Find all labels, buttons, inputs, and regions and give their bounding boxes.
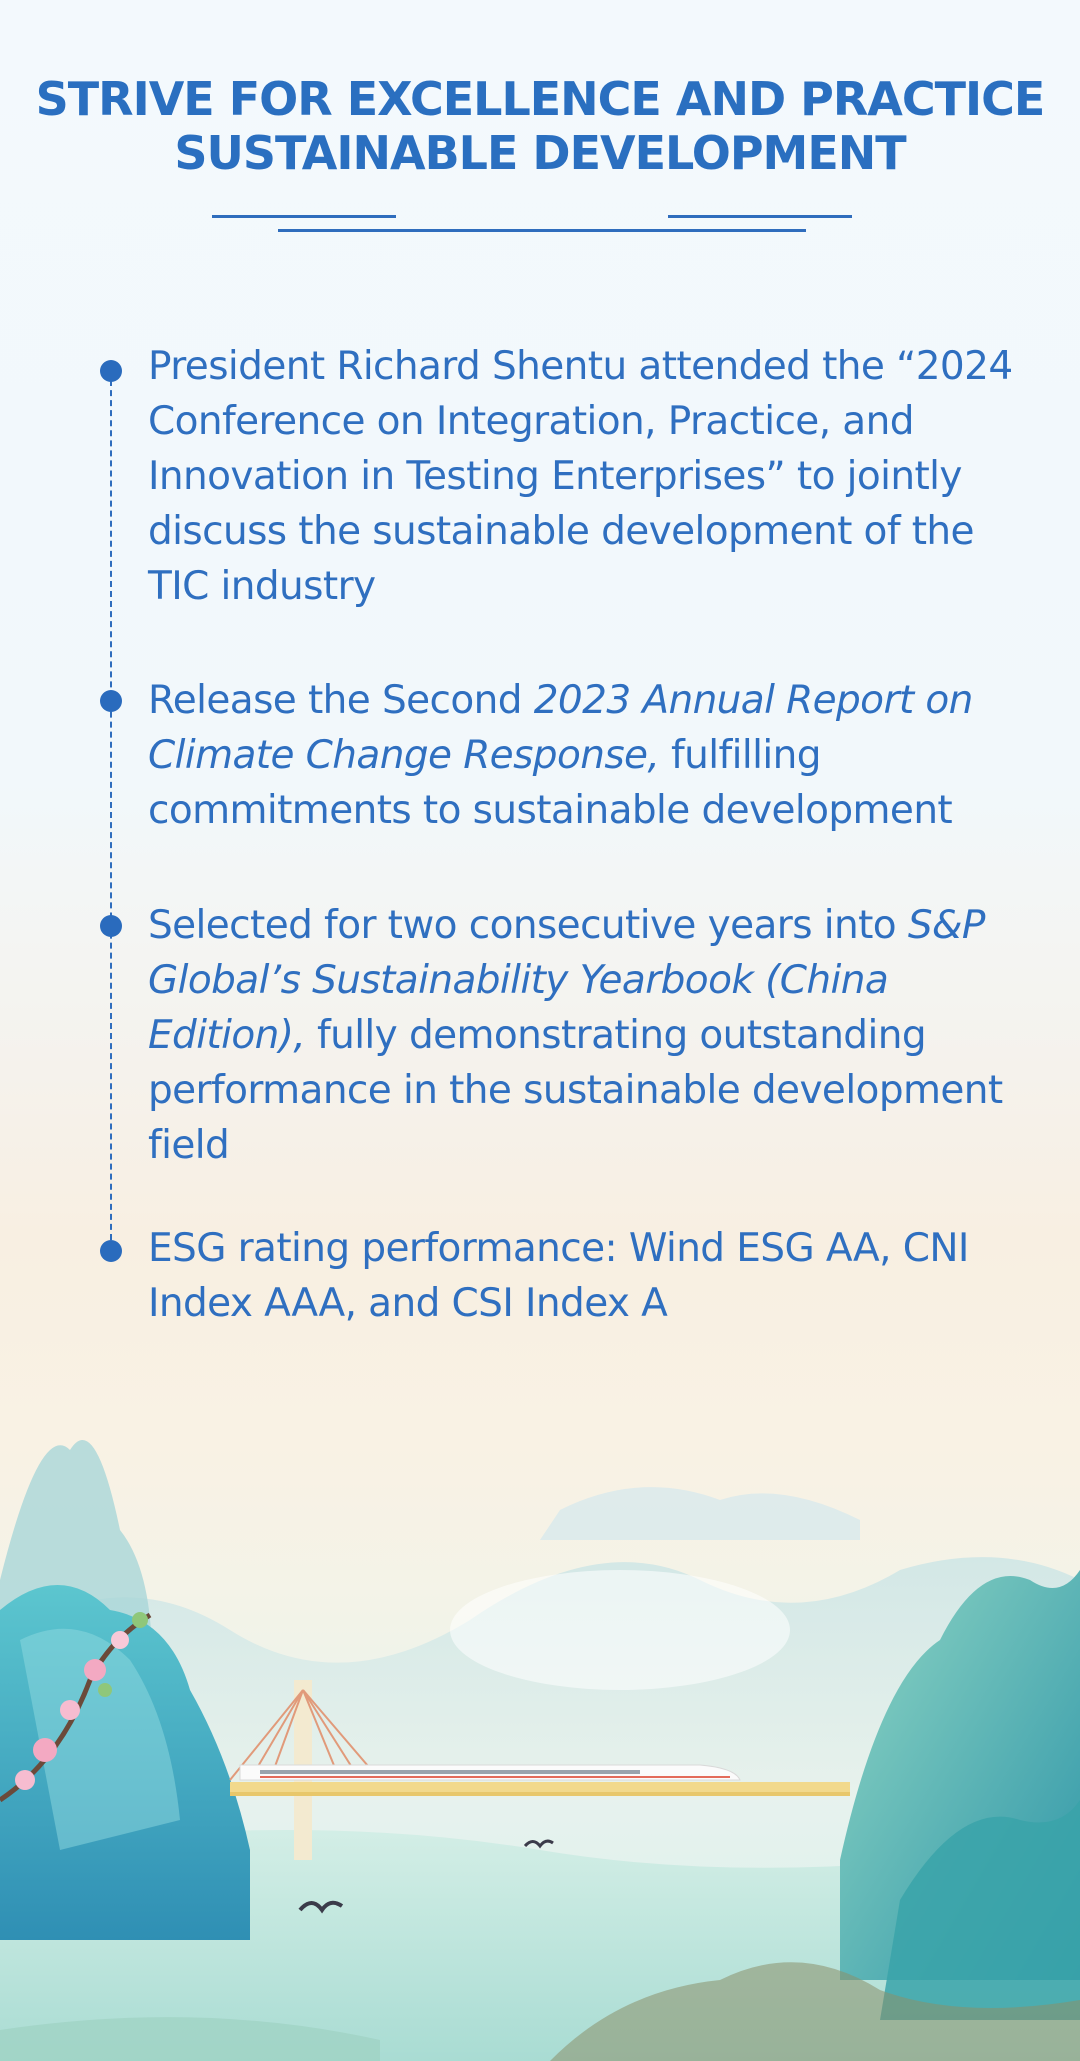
title-underline-center bbox=[278, 229, 806, 232]
list-item-1: President Richard Shentu attended the “2… bbox=[148, 339, 1018, 614]
right-mountain-front bbox=[880, 1800, 1080, 2020]
page-title: STRIVE FOR EXCELLENCE AND PRACTICE SUSTA… bbox=[0, 72, 1080, 180]
list-item-4: ESG rating performance: Wind ESG AA, CNI… bbox=[148, 1221, 1018, 1331]
distant-peak bbox=[540, 1487, 860, 1540]
list-item-2: Release the Second 2023 Annual Report on… bbox=[148, 673, 1018, 838]
title-underline-right bbox=[668, 215, 852, 218]
item-3-post: fully demonstrating outstanding performa… bbox=[148, 1013, 1003, 1168]
mist-cloud bbox=[450, 1570, 790, 1690]
foreground-shore bbox=[0, 2017, 380, 2061]
item-3-yearbook-title: S&P Global’s Sustainability Yearbook (Ch… bbox=[148, 903, 985, 1058]
item-3-pre: Selected for two consecutive years into bbox=[148, 903, 908, 948]
landscape-illustration bbox=[0, 1440, 1080, 2061]
item-2-pre: Release the Second bbox=[148, 678, 534, 723]
bullet-dot-2 bbox=[100, 690, 122, 712]
item-1-text: President Richard Shentu attended the “2… bbox=[148, 344, 1013, 609]
item-4-text: ESG rating performance: Wind ESG AA, CNI… bbox=[148, 1226, 969, 1326]
item-2-report-title: 2023 Annual Report on Climate Change Res… bbox=[148, 678, 973, 778]
left-mountain-highlight bbox=[20, 1628, 180, 1850]
blossom-branch bbox=[0, 1612, 152, 1803]
title-underline-left bbox=[212, 215, 396, 218]
train bbox=[239, 1764, 741, 1781]
timeline-line bbox=[110, 370, 112, 1250]
list-item-3: Selected for two consecutive years into … bbox=[148, 898, 1018, 1173]
item-2-post: fulfilling commitments to sustainable de… bbox=[148, 733, 953, 833]
bullet-dot-1 bbox=[100, 360, 122, 382]
bullet-dot-3 bbox=[100, 915, 122, 937]
bullet-dot-4 bbox=[100, 1240, 122, 1262]
title-line-2: SUSTAINABLE DEVELOPMENT bbox=[174, 126, 906, 180]
bird-2 bbox=[523, 1839, 554, 1849]
foreground-rock bbox=[550, 1962, 1080, 2061]
bird-1 bbox=[298, 1900, 344, 1914]
title-line-1: STRIVE FOR EXCELLENCE AND PRACTICE bbox=[35, 72, 1046, 126]
